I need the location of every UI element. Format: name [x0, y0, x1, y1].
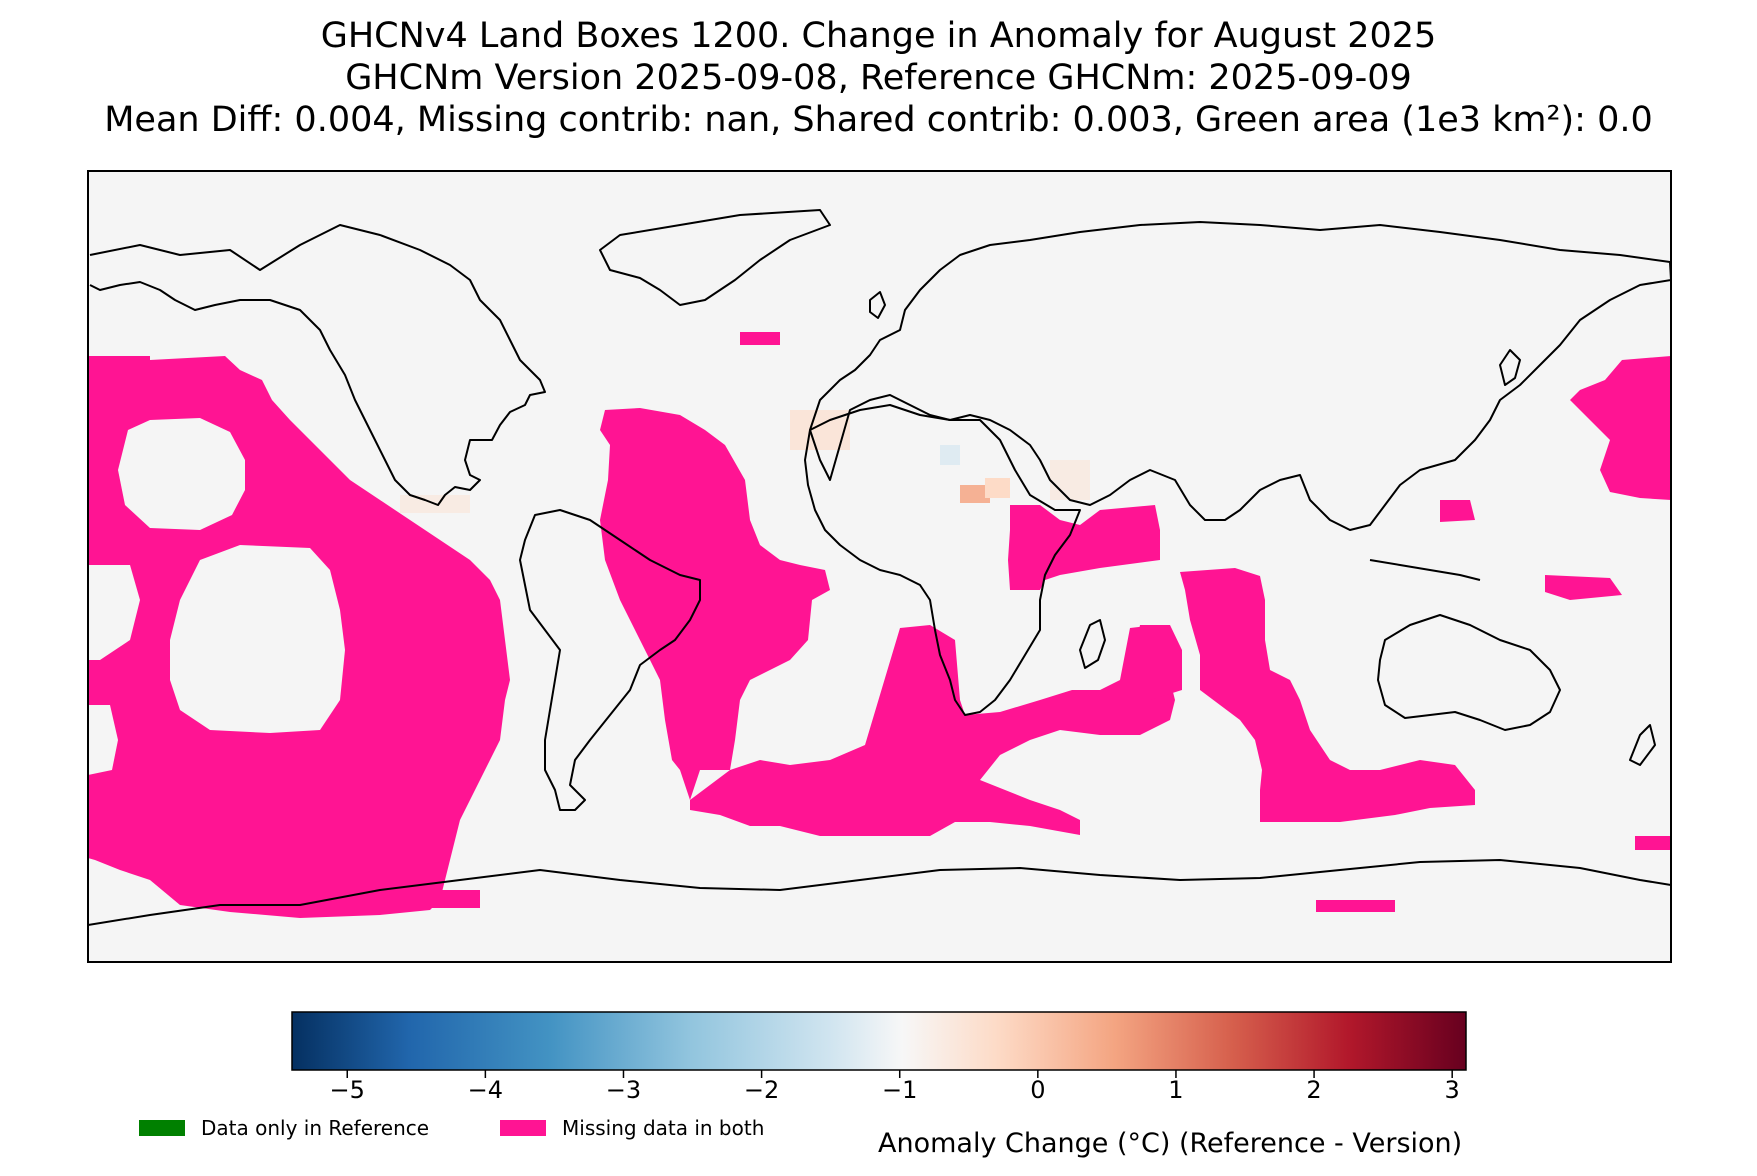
- pacific-clear-area-tropical: [88, 565, 140, 660]
- legend-label: Missing data in both: [562, 1116, 765, 1140]
- missing-region-atlantic: [600, 408, 830, 800]
- missing-data-regions: [88, 332, 1671, 918]
- colorbar-tick-label: −5: [329, 1076, 365, 1104]
- colorbar: [291, 1011, 1467, 1071]
- anomaly-cell-sudan-east: [985, 478, 1010, 498]
- australia-coast: [1377, 614, 1561, 731]
- pacific-clear-area-south: [170, 545, 345, 733]
- colorbar-tick-label: 0: [1030, 1076, 1046, 1104]
- coastlines: [88, 209, 1671, 926]
- south-america-coast: [519, 509, 701, 811]
- missing-region-east-of-nz: [1635, 836, 1671, 850]
- chart-title-line-1: GHCNv4 Land Boxes 1200. Change in Anomal…: [320, 16, 1437, 56]
- chart-title-line-2: GHCNm Version 2025-09-08, Reference GHCN…: [345, 58, 1412, 98]
- colorbar-ticks: [346, 1070, 1453, 1078]
- antarctica-coast: [88, 859, 1671, 926]
- britain-coast: [869, 291, 886, 319]
- greenland-coast: [599, 209, 831, 306]
- missing-region-melanesia: [1545, 575, 1622, 600]
- colorbar-tick-label: 2: [1306, 1076, 1322, 1104]
- missing-region-ross-sea: [1316, 900, 1395, 912]
- madagascar-coast: [1079, 619, 1106, 669]
- legend-swatch-green: [139, 1120, 185, 1136]
- missing-region-madagascar-east: [1135, 625, 1182, 700]
- legend-item-data-only-in-reference: Data only in Reference: [139, 1116, 429, 1140]
- missing-region-philippine-sea: [1440, 500, 1475, 522]
- map-frame: [87, 170, 1672, 963]
- colorbar-tick-label: 3: [1444, 1076, 1460, 1104]
- legend-item-missing-data-in-both: Missing data in both: [500, 1116, 764, 1140]
- missing-region-indian-ocean: [1180, 568, 1475, 822]
- legend-swatch-pink: [500, 1120, 546, 1136]
- missing-region-north-atlantic: [740, 332, 780, 345]
- colorbar-tick-label: −1: [882, 1076, 918, 1104]
- legend-label: Data only in Reference: [201, 1116, 430, 1140]
- pacific-clear-area-southwest: [88, 705, 118, 775]
- colorbar-tick-label: 1: [1168, 1076, 1184, 1104]
- indonesia-coast: [1369, 559, 1481, 581]
- anomaly-cell-sudan: [960, 485, 990, 503]
- pacific-clear-area-hawaii: [118, 418, 245, 530]
- missing-region-horn-of-africa: [1008, 505, 1160, 590]
- new-zealand-coast: [1629, 724, 1656, 766]
- anomaly-cell-red-sea: [1050, 460, 1090, 500]
- anomaly-cell-libya: [940, 445, 960, 465]
- europe-asia-coast: [809, 221, 1671, 531]
- japan-coast: [1499, 349, 1521, 386]
- missing-region-west-pacific: [1570, 356, 1671, 500]
- colorbar-label: Anomaly Change (°C) (Reference - Version…: [878, 1128, 1463, 1159]
- chart-title-line-3: Mean Diff: 0.004, Missing contrib: nan, …: [104, 100, 1653, 140]
- colorbar-tick-label: −2: [743, 1076, 780, 1104]
- missing-region-south-atlantic-indian: [690, 625, 1175, 836]
- africa-coast: [804, 404, 1081, 716]
- colorbar-tick-label: −3: [605, 1076, 642, 1104]
- north-america-coast: [89, 224, 546, 506]
- colorbar-tick-label: −4: [467, 1076, 504, 1104]
- missing-region-south-pacific-edge: [210, 890, 480, 908]
